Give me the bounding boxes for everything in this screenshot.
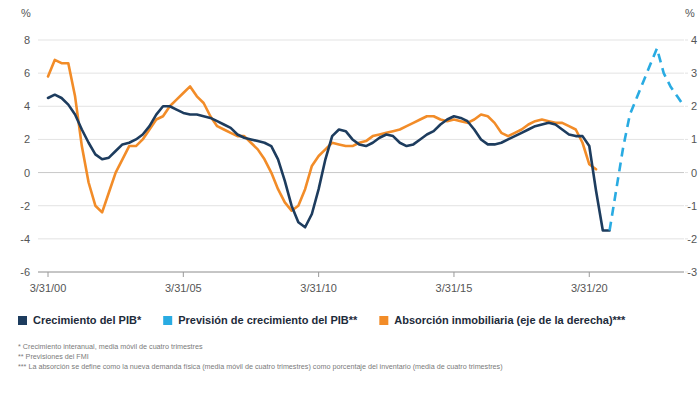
- y2-tick-label: 3: [691, 67, 697, 79]
- footnote: *** La absorción se define como la nueva…: [18, 362, 503, 371]
- x-tick-label: 3/31/05: [165, 282, 202, 294]
- plot-area: [48, 48, 684, 230]
- x-tick-label: 3/31/00: [30, 282, 67, 294]
- y-axis-label: %: [21, 7, 31, 19]
- legend-label: Crecimiento del PIB*: [33, 314, 142, 326]
- y-tick-label: -6: [20, 266, 30, 278]
- grid-line: [38, 106, 684, 107]
- y-tick-label: -4: [20, 233, 30, 245]
- x-tick-label: 3/31/20: [571, 282, 608, 294]
- y2-tick-label: 4: [691, 34, 697, 46]
- chart: %% -6 -4 -2 0 2 4 6 8 -3 -2 -1 0 1 2 3 4 3/31/00 3/31/05 3/…: [0, 0, 700, 399]
- x-tick: [48, 272, 49, 277]
- y-tick-label: 8: [24, 34, 30, 46]
- y2-tick: [685, 139, 688, 140]
- y-tick-label: 2: [24, 133, 30, 145]
- grid-line: [38, 172, 684, 173]
- y2-tick: [685, 172, 688, 173]
- grid-line: [38, 205, 684, 206]
- y2-tick-label: 2: [691, 100, 697, 112]
- footnote: ** Previsiones del FMI: [18, 352, 89, 361]
- y2-tick-label: -1: [687, 200, 697, 212]
- x-tick-label: 3/31/15: [436, 282, 473, 294]
- y2-tick-label: -3: [687, 266, 697, 278]
- legend-label: Previsión de crecimiento del PIB**: [178, 314, 358, 326]
- y2-tick: [685, 40, 688, 41]
- legend-swatch: [379, 316, 388, 325]
- series-line: [48, 95, 610, 231]
- x-tick: [183, 272, 184, 277]
- y2-axis-label: %: [685, 7, 695, 19]
- y-tick-label: 6: [24, 67, 30, 79]
- background: [0, 0, 700, 399]
- y-tick-label: 0: [24, 167, 30, 179]
- y-tick-label: 4: [24, 100, 30, 112]
- y-tick-label: -2: [20, 200, 30, 212]
- x-tick: [453, 272, 454, 277]
- grid-line: [38, 272, 684, 273]
- series-line: [610, 48, 684, 230]
- x-tick-label: 3/31/10: [300, 282, 337, 294]
- legend-label: Absorción inmobiliaria (eje de la derech…: [394, 314, 626, 326]
- y2-tick-label: 1: [691, 133, 697, 145]
- grid-line: [38, 40, 684, 41]
- legend-swatch: [163, 316, 172, 325]
- y2-tick-label: -2: [687, 233, 697, 245]
- y2-tick: [685, 106, 688, 107]
- legend-swatch: [18, 316, 27, 325]
- footnote: * Crecimiento interanual, media móvil de…: [18, 342, 203, 351]
- grid-line: [38, 73, 684, 74]
- x-axis-line: [38, 272, 684, 273]
- y2-tick-label: 0: [691, 167, 697, 179]
- y2-tick: [685, 73, 688, 74]
- x-tick: [318, 272, 319, 277]
- x-tick: [589, 272, 590, 277]
- grid-line: [38, 238, 684, 239]
